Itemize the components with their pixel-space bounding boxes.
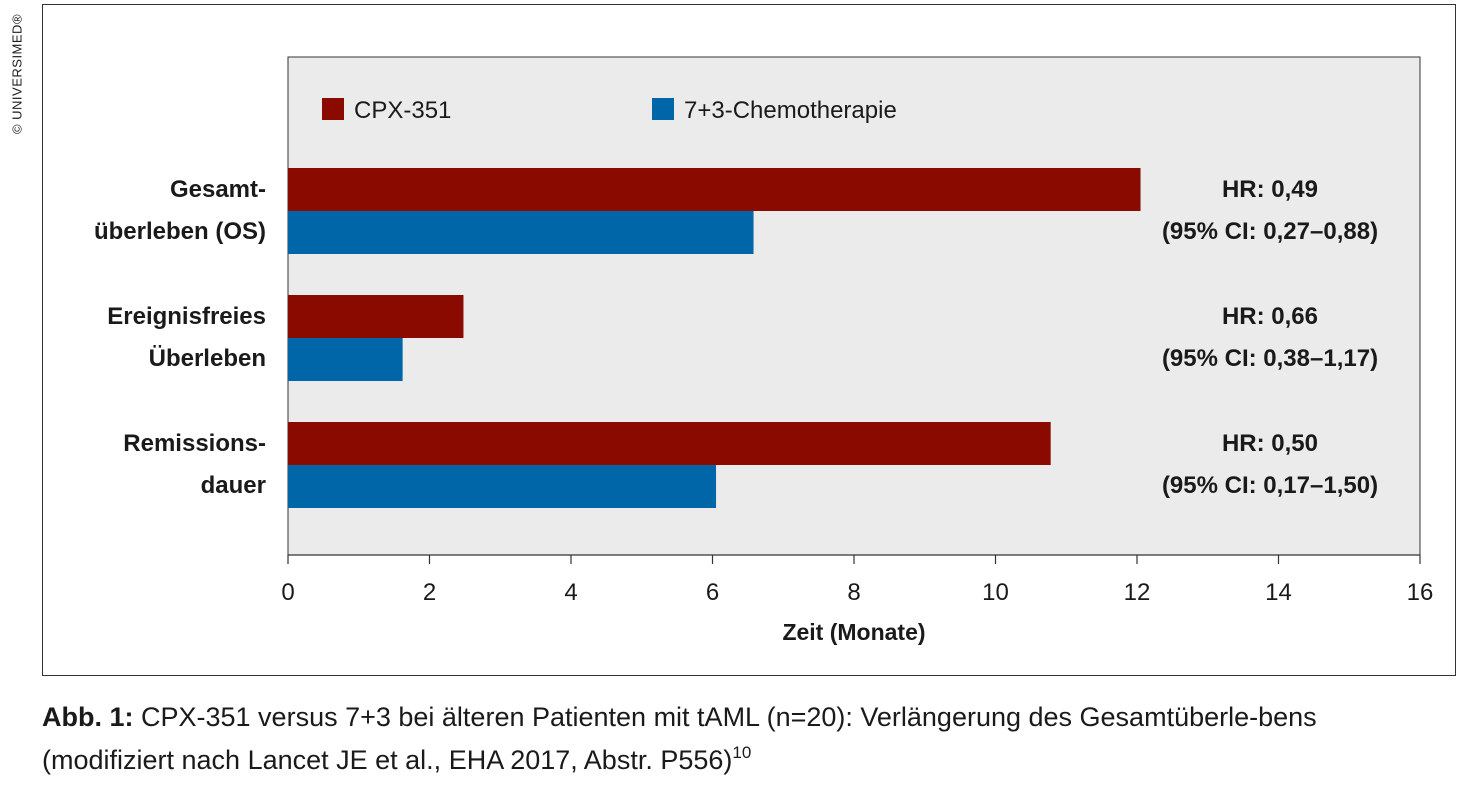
confidence-interval-label: (95% CI: 0,38–1,17)	[1162, 345, 1378, 372]
x-tick-label: 10	[982, 579, 1009, 606]
hazard-ratio-label: HR: 0,66	[1222, 303, 1318, 330]
category-label: Ereignisfreies	[107, 303, 266, 330]
x-tick-label: 2	[423, 579, 436, 606]
x-tick-label: 6	[706, 579, 719, 606]
bar-7-3-chemotherapie-1	[288, 338, 403, 381]
confidence-interval-label: (95% CI: 0,27–0,88)	[1162, 218, 1378, 245]
bar-cpx-351-2	[288, 422, 1051, 465]
x-tick-label: 8	[847, 579, 860, 606]
x-tick-label: 12	[1124, 579, 1151, 606]
bar-7-3-chemotherapie-0	[288, 211, 754, 254]
bar-cpx-351-1	[288, 295, 464, 338]
confidence-interval-label: (95% CI: 0,17–1,50)	[1162, 472, 1378, 499]
x-tick-label: 14	[1265, 579, 1292, 606]
bar-chart: 0 2 4 6 8 10 12 14 16 Zeit (Monate) Gesamt-überle…	[94, 56, 1434, 645]
x-tick-label: 16	[1407, 579, 1434, 606]
category-label: überleben (OS)	[94, 218, 266, 245]
legend-label: 7+3-Chemotherapie	[684, 97, 897, 124]
category-label: Gesamt-	[170, 176, 266, 203]
category-label: Remissions-	[123, 430, 266, 457]
x-tick-label: 4	[564, 579, 577, 606]
x-tick-label: 0	[281, 579, 294, 606]
legend-label: CPX-351	[354, 97, 451, 124]
caption-reference: 10	[732, 743, 752, 762]
hazard-ratio-label: HR: 0,49	[1222, 176, 1318, 203]
legend-swatch	[322, 98, 344, 120]
caption-text: CPX-351 versus 7+3 bei älteren Patienten…	[42, 702, 1317, 775]
category-label: dauer	[201, 472, 266, 499]
hazard-ratio-label: HR: 0,50	[1222, 430, 1318, 457]
bar-cpx-351-0	[288, 168, 1141, 211]
caption-label: Abb. 1:	[42, 702, 134, 732]
bar-7-3-chemotherapie-2	[288, 465, 717, 508]
category-label: Überleben	[149, 345, 266, 372]
figure-caption: Abb. 1: CPX-351 versus 7+3 bei älteren P…	[42, 696, 1452, 782]
legend-swatch	[652, 98, 674, 120]
x-axis-label: Zeit (Monate)	[782, 619, 925, 645]
figure-frame	[42, 4, 1456, 676]
